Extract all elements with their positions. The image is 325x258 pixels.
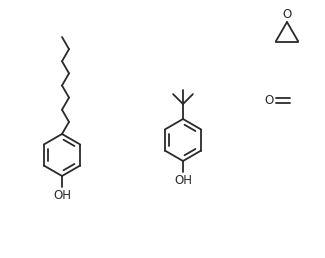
Text: O: O xyxy=(265,93,274,107)
Text: OH: OH xyxy=(174,174,192,187)
Text: OH: OH xyxy=(53,189,71,202)
Text: O: O xyxy=(282,8,292,21)
